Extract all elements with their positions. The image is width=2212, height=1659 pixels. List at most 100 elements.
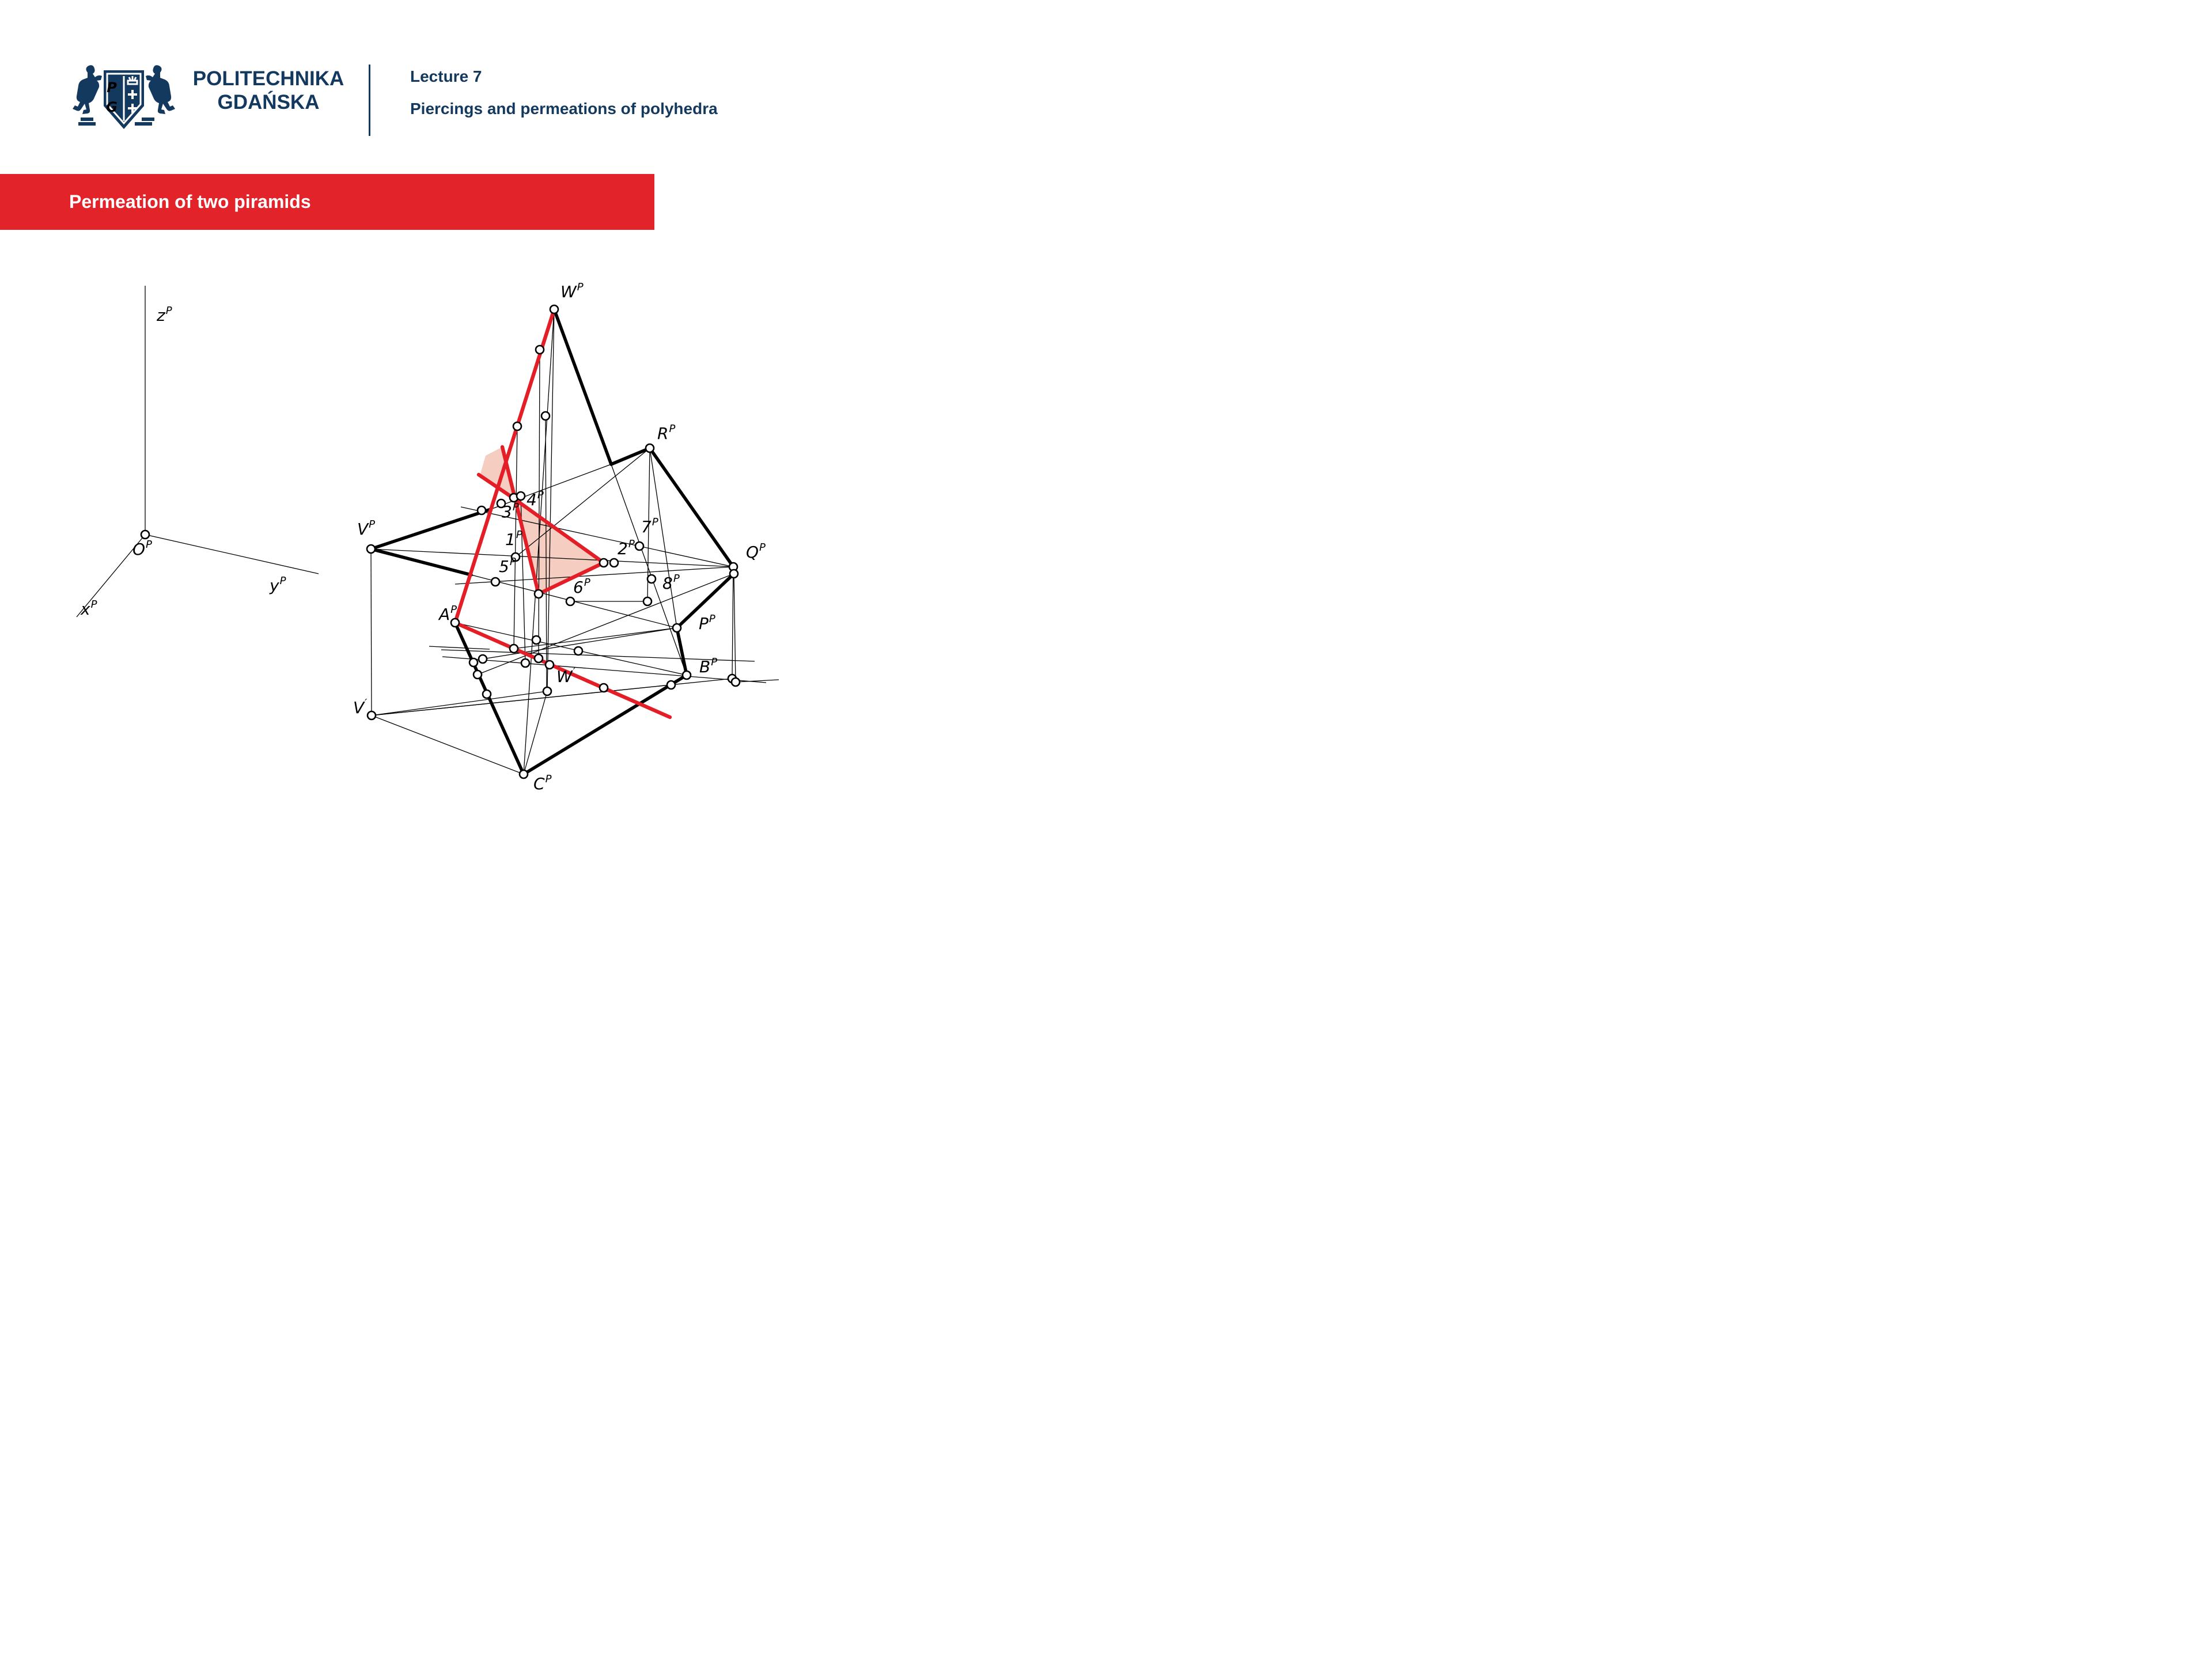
- lion-right-icon: [135, 65, 175, 126]
- construction-line: [649, 448, 677, 628]
- construction-line: [732, 566, 734, 679]
- construction-line: [513, 627, 677, 649]
- point-marker: [573, 646, 584, 656]
- point-marker: [729, 569, 739, 579]
- point-marker: [542, 686, 552, 696]
- construction-line: [441, 649, 755, 662]
- emblem-letter-p: P: [107, 79, 117, 96]
- construction-line: [611, 464, 687, 676]
- pyramid-edge: [522, 673, 688, 776]
- label-8-P: 8P: [662, 573, 680, 593]
- point-marker: [599, 683, 609, 693]
- point-marker: [516, 491, 526, 501]
- construction-line: [482, 627, 677, 660]
- pyramid-edge: [675, 572, 736, 630]
- point-marker: [666, 680, 676, 690]
- university-name-line2: GDAŃSKA: [217, 91, 320, 113]
- slide-title-banner: Permeation of two piramids: [0, 174, 654, 230]
- pyramid-edge: [552, 308, 613, 466]
- point-marker: [535, 344, 545, 355]
- construction-line: [442, 656, 767, 683]
- point-marker: [468, 657, 479, 668]
- point-marker: [544, 660, 555, 670]
- point-marker: [549, 304, 559, 315]
- label-4-P: 4P: [527, 489, 544, 509]
- technical-drawing: WP RP VP QP AP PP BP CP W′ V′ 1P 2P 3P 4P 5P 6P 7P 8P zP OP…: [76, 281, 779, 793]
- point-marker: [496, 498, 506, 509]
- point-marker: [472, 669, 483, 680]
- point-marker: [533, 653, 544, 664]
- point-marker: [634, 541, 645, 551]
- piercing-edge-red: [453, 620, 672, 719]
- construction-line: [513, 426, 518, 649]
- cross-icon: [128, 90, 137, 99]
- label-y-P: yP: [269, 575, 286, 595]
- pyramid-edge: [369, 547, 473, 577]
- construction-line: [371, 684, 672, 716]
- construction-line: [735, 679, 779, 683]
- label-6-P: 6P: [573, 577, 590, 597]
- label-V-prime: V′: [353, 697, 367, 717]
- lion-left-icon: [73, 65, 102, 126]
- point-marker: [672, 623, 682, 633]
- point-marker: [482, 689, 492, 699]
- construction-line: [145, 534, 319, 574]
- label-5-P: 5P: [499, 556, 516, 576]
- emblem-letter-g: G: [106, 99, 118, 115]
- construction-line: [454, 622, 687, 676]
- label-7-P: 7P: [641, 516, 658, 536]
- piercing-edge-red: [500, 445, 541, 596]
- construction-line: [523, 691, 548, 775]
- point-marker: [531, 635, 541, 645]
- crown-icon: [127, 76, 138, 85]
- label-A-P: AP: [438, 604, 457, 624]
- point-marker: [510, 552, 521, 562]
- label-2-P: 2P: [618, 538, 635, 558]
- construction-line: [429, 646, 490, 650]
- university-name: POLITECHNIKA GDAŃSKA: [182, 67, 355, 114]
- slide: P G POLITECHNIKA GDAŃSKA Lecture 7 Pierc…: [0, 0, 1106, 830]
- point-marker: [520, 658, 531, 668]
- header-divider: [369, 65, 370, 136]
- construction-line: [547, 309, 555, 692]
- construction-line: [538, 349, 540, 659]
- construction-line: [733, 573, 736, 683]
- pyramid-edge: [453, 621, 525, 776]
- construction-line: [460, 506, 734, 567]
- university-name-line1: POLITECHNIKA: [192, 67, 344, 90]
- point-marker: [730, 677, 741, 687]
- label-P-P: PP: [699, 613, 715, 633]
- point-marker: [140, 529, 150, 540]
- label-z-P: zP: [156, 305, 172, 325]
- construction-line: [371, 715, 524, 775]
- lecture-number: Lecture 7: [410, 67, 482, 85]
- point-marker: [366, 710, 377, 721]
- label-Q-P: QP: [746, 541, 766, 562]
- construction-line: [370, 548, 372, 716]
- piercing-edge-red: [536, 560, 606, 596]
- point-marker: [642, 596, 653, 607]
- cross-icon: [128, 104, 137, 113]
- construction-line: [454, 566, 734, 585]
- slide-title: Permeation of two piramids: [69, 191, 311, 212]
- piercing-edge-red: [453, 307, 556, 625]
- label-R-P: RP: [657, 423, 675, 443]
- intersection-area-fill: [517, 501, 604, 594]
- point-marker: [518, 769, 529, 779]
- university-emblem: P G: [73, 65, 175, 129]
- point-marker: [450, 618, 460, 628]
- point-marker: [645, 443, 655, 453]
- shield-icon: P G: [104, 70, 144, 129]
- point-marker: [681, 670, 692, 680]
- lecture-header: Lecture 7 Piercings and permeations of p…: [410, 67, 718, 119]
- construction-line: [515, 448, 650, 558]
- label-W-P: WP: [560, 281, 584, 301]
- pyramid-edge: [609, 446, 652, 466]
- point-marker: [540, 411, 551, 421]
- point-marker: [509, 643, 519, 654]
- construction-line: [371, 691, 548, 716]
- point-marker: [609, 558, 619, 568]
- construction-line: [477, 573, 734, 675]
- piercing-edge-red: [514, 498, 606, 565]
- label-x-P: xP: [80, 599, 97, 619]
